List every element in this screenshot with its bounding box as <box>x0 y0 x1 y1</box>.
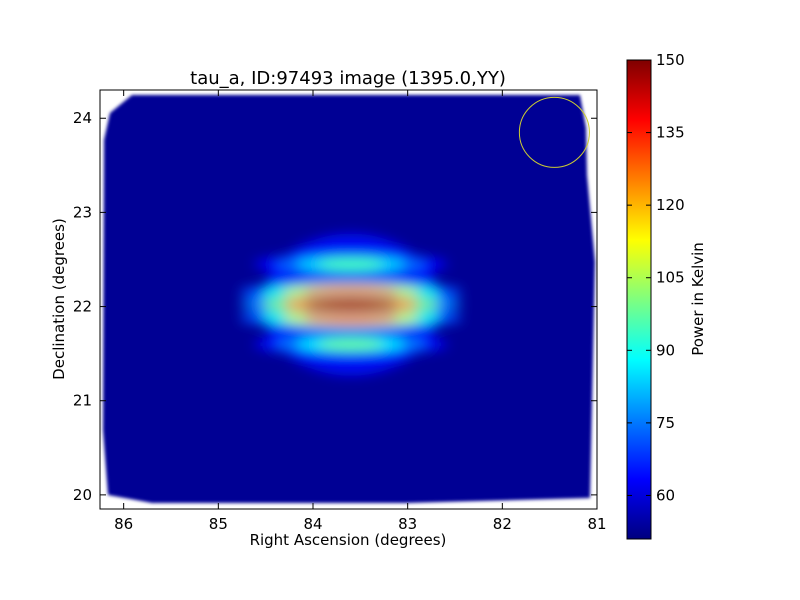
source-lobe <box>317 338 384 351</box>
x-axis-ticks: 86 85 84 83 82 81 <box>114 90 607 533</box>
chart-title: tau_a, ID:97493 image (1395.0,YY) <box>190 68 506 89</box>
colorbar-tick-label: 150 <box>656 51 685 69</box>
y-tick-label: 23 <box>73 203 92 221</box>
y-tick-label: 20 <box>73 486 92 504</box>
colorbar-tick-label: 105 <box>656 269 685 287</box>
x-tick-label: 84 <box>303 515 322 533</box>
x-tick-label: 82 <box>493 515 512 533</box>
colorbar-label: Power in Kelvin <box>689 242 707 356</box>
heatmap-image <box>103 95 595 503</box>
colorbar-ticks: 60 75 90 105 120 135 150 <box>627 51 685 504</box>
plot-area: 86 85 84 83 82 81 20 21 22 23 24 <box>73 89 607 533</box>
beam-circle <box>518 96 590 168</box>
source-peak <box>329 298 383 311</box>
y-axis-label: Declination (degrees) <box>50 218 68 380</box>
plot-frame <box>99 89 598 510</box>
colorbar-tick-label: 90 <box>656 341 675 359</box>
source-emission <box>239 233 463 376</box>
y-axis-ticks: 20 21 22 23 24 <box>73 109 597 504</box>
x-tick-label: 86 <box>114 515 133 533</box>
source-lobe <box>317 258 384 271</box>
colorbar-tick-label: 75 <box>656 414 675 432</box>
x-tick-label: 83 <box>398 515 417 533</box>
colorbar-tick-label: 135 <box>656 124 685 142</box>
x-axis-label: Right Ascension (degrees) <box>250 531 447 549</box>
x-tick-label: 81 <box>587 515 606 533</box>
y-tick-label: 22 <box>73 298 92 316</box>
colorbar-gradient <box>626 59 652 540</box>
colorbar-tick-label: 60 <box>656 486 675 504</box>
colorbar-tick-label: 120 <box>656 196 685 214</box>
y-tick-label: 24 <box>73 109 92 127</box>
colorbar: 60 75 90 105 120 135 150 Power in Kelvin <box>626 51 707 540</box>
y-tick-label: 21 <box>73 392 92 410</box>
x-tick-label: 85 <box>209 515 228 533</box>
